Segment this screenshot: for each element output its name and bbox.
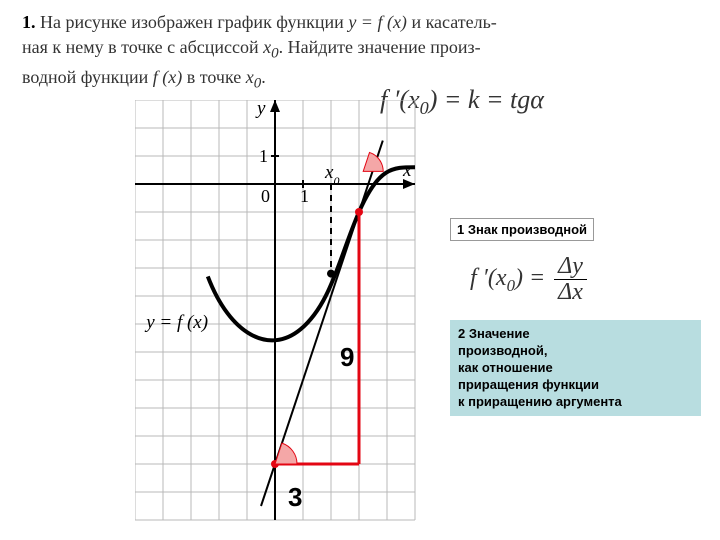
problem-l2b: . Найдите значение произ-	[279, 37, 481, 57]
formula-fraction: f ′(x0) = ΔyΔx	[470, 254, 590, 305]
svg-text:x: x	[402, 160, 412, 181]
note-value: 2 Значение производной, как отношение пр…	[450, 320, 701, 416]
ffrac-num: Δy	[554, 254, 587, 280]
problem-l1b: и касатель-	[407, 12, 497, 32]
value-3: 3	[288, 482, 302, 513]
value-9: 9	[340, 342, 354, 373]
svg-text:0: 0	[261, 186, 270, 206]
problem-number: 1.	[22, 12, 36, 32]
problem-l1a: На рисунке изображен график функции	[40, 12, 348, 32]
problem-l2a: ная к нему в точке с абсциссой	[22, 37, 263, 57]
problem-l3c: .	[261, 67, 266, 87]
problem-fn: y = f (x)	[348, 12, 407, 32]
graph-svg: yx101x0y = f (x)	[135, 100, 425, 530]
ffrac-pre: f ′(x	[470, 265, 507, 291]
problem-x0-2: x	[246, 67, 254, 87]
ftop-post: ) = k = tgα	[429, 85, 544, 114]
ffrac-den: Δx	[554, 280, 587, 305]
ffrac-sub: 0	[507, 276, 515, 295]
n2b: производной,	[458, 343, 547, 358]
problem-x0sub: 0	[271, 46, 279, 62]
svg-text:1: 1	[300, 186, 309, 206]
problem-fx: f (x)	[153, 67, 182, 87]
problem-x0: x	[263, 37, 271, 57]
note1-text: 1 Знак производной	[457, 222, 587, 237]
n2a: 2 Значение	[458, 326, 530, 341]
svg-text:y = f (x): y = f (x)	[144, 312, 208, 333]
note-sign: 1 Знак производной	[450, 218, 594, 241]
problem-l3a: водной функции	[22, 67, 153, 87]
problem-text: 1. На рисунке изображен график функции y…	[0, 0, 720, 94]
svg-text:1: 1	[259, 146, 268, 166]
ffrac-post: ) =	[515, 265, 551, 291]
n2c: как отношение	[458, 360, 553, 375]
problem-l3b: в точке	[182, 67, 246, 87]
n2d: приращения функции	[458, 377, 599, 392]
svg-text:y: y	[255, 100, 266, 119]
n2e: к приращению аргумента	[458, 394, 622, 409]
graph: yx101x0y = f (x)	[135, 100, 425, 530]
